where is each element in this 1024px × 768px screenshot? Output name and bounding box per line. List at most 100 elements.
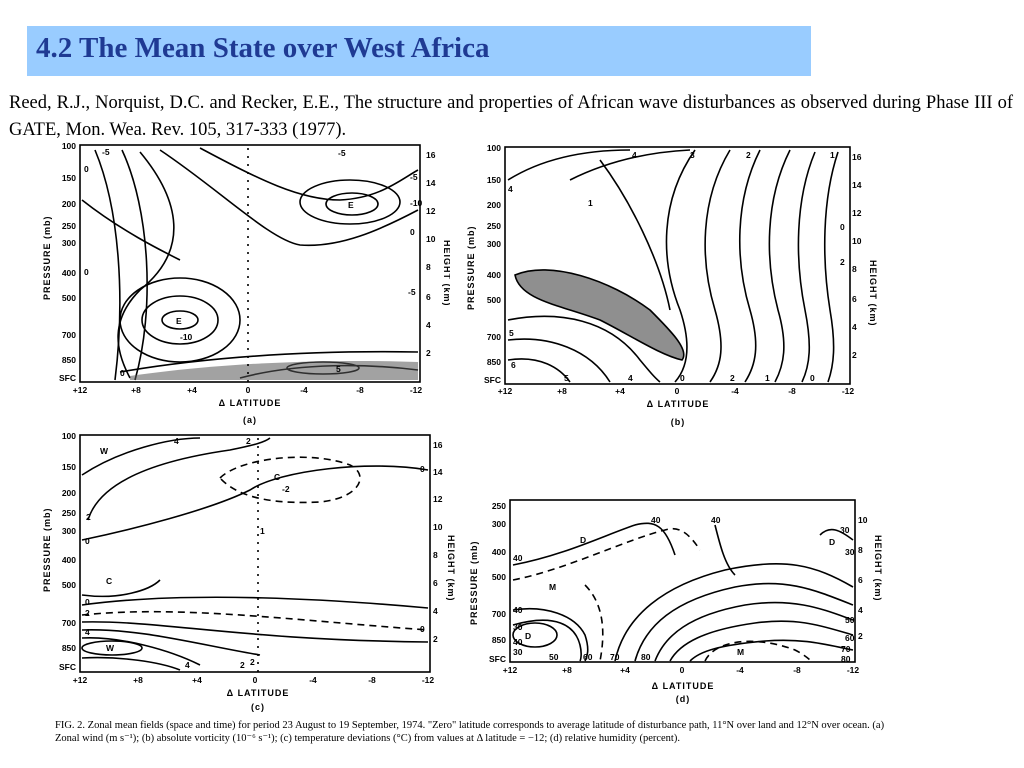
pressure-tick: 700 <box>492 609 506 619</box>
contour-label: 70 <box>841 644 851 654</box>
contour-label: M <box>737 647 744 657</box>
contour-label: 40 <box>513 605 523 615</box>
latitude-tick: +12 <box>498 386 513 396</box>
height-axis-label: HEIGHT (km) <box>446 535 456 602</box>
pressure-tick: 700 <box>487 332 501 342</box>
contour-label: -10 <box>180 332 193 342</box>
contour-label: 80 <box>641 652 651 662</box>
contour-line <box>689 639 854 662</box>
pressure-tick: SFC <box>484 375 501 385</box>
contour-label: 4 <box>632 150 637 160</box>
height-axis-label: HEIGHT (km) <box>873 535 883 602</box>
contour-label: C <box>274 472 280 482</box>
panel-b-absolute-vorticity: 100 150 200 250 300 400 500 700 850 SFC … <box>460 140 880 435</box>
panel-a-zonal-wind: 100 150 200 250 300 400 500 700 850 SFC … <box>40 140 450 430</box>
pressure-tick: 300 <box>487 239 501 249</box>
contour-line <box>669 620 854 662</box>
latitude-tick: +12 <box>73 385 88 395</box>
contour-label: 30 <box>845 547 855 557</box>
latitude-tick: +12 <box>503 665 518 675</box>
contour-line <box>823 151 839 383</box>
contour-label: 2 <box>240 660 245 670</box>
contour-line <box>199 147 419 201</box>
contour-line <box>81 596 429 609</box>
latitude-tick: -8 <box>788 386 796 396</box>
pressure-tick: 150 <box>487 175 501 185</box>
contour-label: 6 <box>511 360 516 370</box>
latitude-tick: +4 <box>620 665 630 675</box>
height-tick: 2 <box>433 634 438 644</box>
pressure-tick: 700 <box>62 618 76 628</box>
panel-tag: (b) <box>671 417 686 427</box>
contour-line <box>634 582 854 662</box>
contour-label: -5 <box>102 147 110 157</box>
contour-line <box>599 159 671 311</box>
contour-line <box>81 437 201 476</box>
pressure-tick: 400 <box>492 547 506 557</box>
contour-label: 0 <box>840 222 845 232</box>
contour-line <box>654 601 854 662</box>
contour-label: 5 <box>564 373 569 383</box>
contour-label: 30 <box>513 622 523 632</box>
contour-label: 5 <box>509 328 514 338</box>
pressure-tick: 250 <box>62 508 76 518</box>
contour-line <box>514 269 685 361</box>
contour-label: 40 <box>513 637 523 647</box>
pressure-axis-label: PRESSURE (mb) <box>42 507 52 592</box>
pressure-tick: 850 <box>62 355 76 365</box>
contour-label: 30 <box>513 647 523 657</box>
pressure-tick: 200 <box>62 488 76 498</box>
panel-d-plot: 250 300 400 500 700 850 SFC 10 8 6 4 2 +… <box>469 499 883 704</box>
contour-line <box>512 522 676 566</box>
contour-label: C <box>106 576 112 586</box>
contour-label: 0 <box>85 597 90 607</box>
height-axis-label: HEIGHT (km) <box>868 260 878 327</box>
pressure-tick: 300 <box>62 526 76 536</box>
height-tick: 2 <box>858 631 863 641</box>
contour-line <box>569 149 691 181</box>
contour-label: W <box>106 643 115 653</box>
contour-line <box>299 179 401 225</box>
height-tick: 12 <box>433 494 443 504</box>
plot-frame <box>509 499 856 663</box>
height-tick: 4 <box>433 606 438 616</box>
pressure-tick: 500 <box>492 572 506 582</box>
pressure-tick: 400 <box>62 555 76 565</box>
contour-label: 0 <box>84 267 89 277</box>
contour-label: 3 <box>690 150 695 160</box>
height-tick: 12 <box>852 208 862 218</box>
latitude-tick: -8 <box>368 675 376 685</box>
latitude-tick: -4 <box>300 385 308 395</box>
latitude-tick: +8 <box>131 385 141 395</box>
latitude-tick: -12 <box>422 675 435 685</box>
contour-label: 2 <box>730 373 735 383</box>
plot-frame <box>504 146 851 385</box>
contour-line <box>738 149 761 383</box>
contour-label: 2 <box>246 436 251 446</box>
latitude-tick: 0 <box>675 386 680 396</box>
contour-label: 1 <box>765 373 770 383</box>
panel-c-temperature-deviations: 100 150 200 250 300 400 500 700 850 SFC … <box>40 430 460 715</box>
pressure-tick: 500 <box>487 295 501 305</box>
contour-line <box>119 277 241 363</box>
pressure-tick: 200 <box>62 199 76 209</box>
pressure-tick: SFC <box>59 373 76 383</box>
contour-label: 4 <box>85 627 90 637</box>
pressure-tick: 850 <box>492 635 506 645</box>
height-tick: 16 <box>433 440 443 450</box>
contour-line <box>512 622 558 648</box>
contour-label: 0 <box>120 368 125 378</box>
pressure-tick: 100 <box>62 431 76 441</box>
latitude-tick: 0 <box>246 385 251 395</box>
contour-label: 4 <box>185 660 190 670</box>
contour-label: -5 <box>410 172 418 182</box>
contour-label: 1 <box>260 526 265 536</box>
pressure-tick: SFC <box>489 654 506 664</box>
contour-line <box>161 310 199 330</box>
pressure-tick: 250 <box>487 221 501 231</box>
pressure-tick: 500 <box>62 293 76 303</box>
contour-line <box>325 192 379 216</box>
height-tick: 10 <box>858 515 868 525</box>
contour-label: 5 <box>336 364 341 374</box>
plot-frame <box>79 434 431 673</box>
